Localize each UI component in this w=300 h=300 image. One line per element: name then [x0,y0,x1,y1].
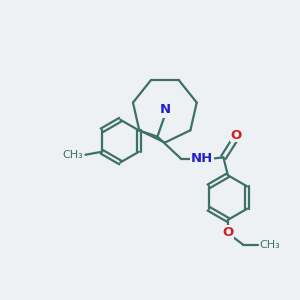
Text: O: O [231,129,242,142]
Text: CH₃: CH₃ [62,150,83,160]
Text: O: O [222,226,233,239]
Text: CH₃: CH₃ [260,240,280,250]
Text: NH: NH [191,152,213,165]
Text: N: N [159,103,170,116]
